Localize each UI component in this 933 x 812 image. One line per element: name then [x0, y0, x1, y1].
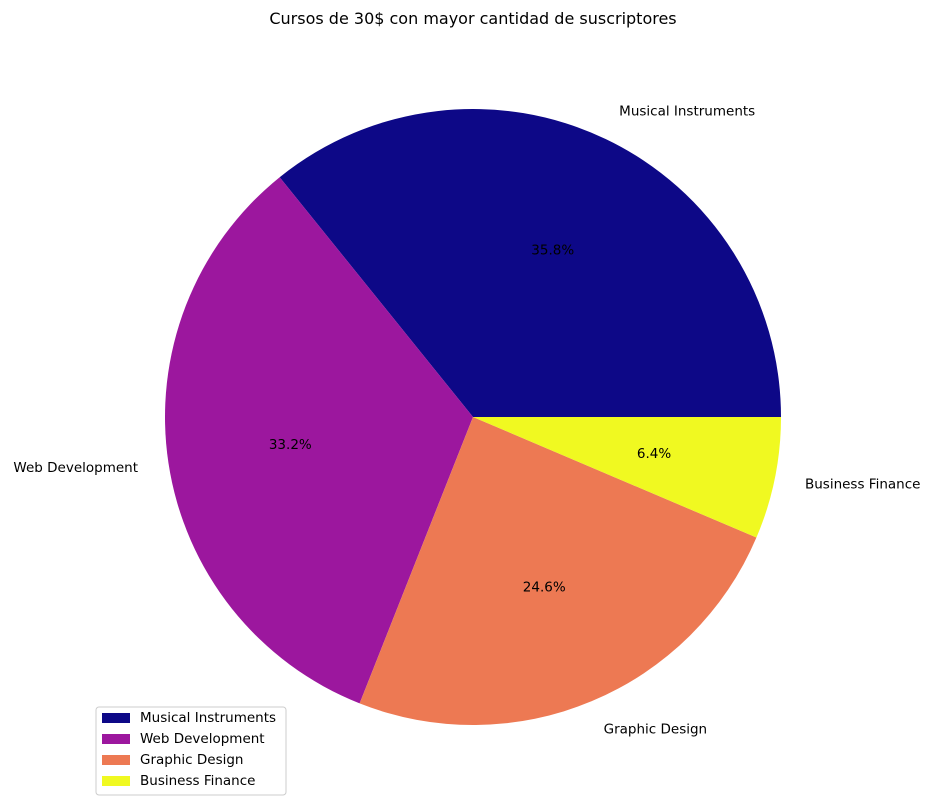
- legend-swatch-business-finance: [102, 776, 130, 786]
- percent-label-business-finance: 6.4%: [637, 446, 671, 462]
- chart-title: Cursos de 30$ con mayor cantidad de susc…: [269, 9, 676, 28]
- legend: Musical Instruments Web Development Graphi…: [95, 706, 287, 796]
- percent-label-graphic-design: 24.6%: [523, 580, 566, 596]
- legend-label-web-development: Web Development: [140, 731, 265, 747]
- legend-swatch-musical-instruments: [102, 713, 130, 723]
- slice-label-musical-instruments: Musical Instruments: [619, 103, 755, 119]
- pie-slice-web-development: [164, 177, 473, 704]
- slice-labels: Musical Instruments Web Development Graphi…: [13, 103, 920, 737]
- pie-slice-musical-instruments: [279, 108, 781, 418]
- slice-label-business-finance: Business Finance: [805, 477, 920, 493]
- percent-label-web-development: 33.2%: [269, 437, 312, 453]
- legend-label-business-finance: Business Finance: [140, 773, 255, 789]
- slice-label-graphic-design: Graphic Design: [604, 722, 708, 738]
- legend-swatch-graphic-design: [102, 755, 130, 765]
- legend-label-graphic-design: Graphic Design: [140, 752, 244, 768]
- pie-slices: [164, 108, 782, 725]
- slice-label-web-development: Web Development: [13, 460, 138, 476]
- legend-frame: [95, 706, 287, 796]
- pie-slice-business-finance: [473, 417, 782, 538]
- pie-slice-graphic-design: [359, 417, 757, 725]
- percent-labels: 35.8% 33.2% 24.6% 6.4%: [269, 242, 672, 595]
- legend-label-musical-instruments: Musical Instruments: [140, 710, 276, 726]
- legend-swatch-web-development: [102, 734, 130, 744]
- percent-label-musical-instruments: 35.8%: [531, 242, 574, 258]
